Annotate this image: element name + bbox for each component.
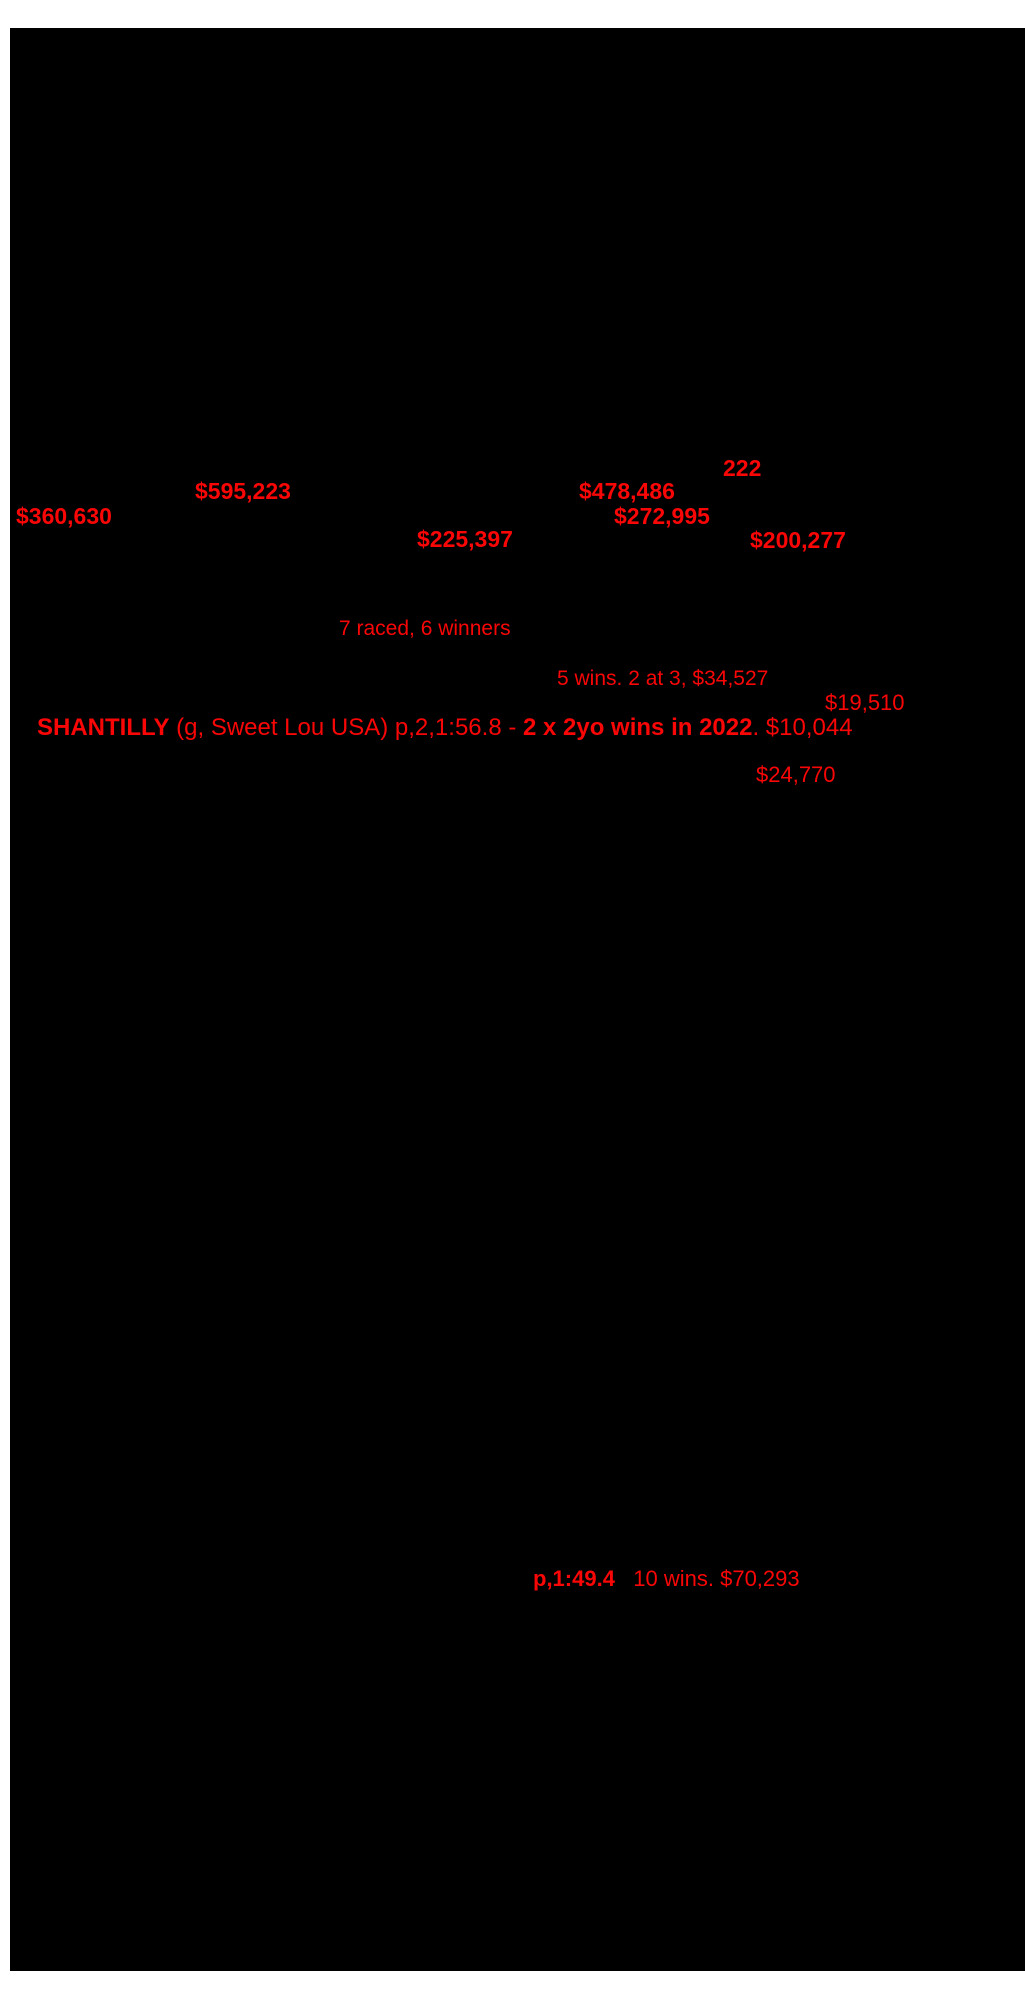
- race-record-70293-text: 10 wins. $70,293: [614, 1566, 800, 1591]
- race-record-70293: p,1:49.4 10 wins. $70,293: [533, 1567, 800, 1590]
- earnings-595223: $595,223: [195, 479, 291, 503]
- earnings-200277: $200,277: [750, 528, 846, 552]
- earnings-272995: $272,995: [614, 504, 710, 528]
- earnings-24770: $24,770: [756, 763, 836, 786]
- earnings-19510: $19,510: [825, 691, 905, 714]
- catalog-sheet: [10, 28, 1025, 1971]
- horse-line-shantilly-text: SHANTILLY: [37, 714, 170, 741]
- horse-line-shantilly: SHANTILLY (g, Sweet Lou USA) p,2,1:56.8 …: [37, 715, 853, 740]
- race-summary-34527-text: 5 wins. 2 at 3, $34,527: [557, 667, 769, 690]
- produce-summary: 7 raced, 6 winners: [339, 617, 511, 640]
- earnings-19510-text: $19,510: [825, 690, 905, 715]
- horse-line-shantilly-text: 2 x 2yo wins in 2022: [523, 714, 753, 741]
- earnings-360630-text: $360,630: [16, 503, 112, 529]
- race-record-70293-text: p,1:49.4: [533, 1566, 615, 1591]
- produce-summary-text: 7 raced, 6 winners: [339, 617, 511, 640]
- earnings-272995-text: $272,995: [614, 503, 710, 529]
- hip-number-text: 222: [723, 455, 762, 481]
- earnings-478486-text: $478,486: [579, 478, 675, 504]
- race-summary-34527: 5 wins. 2 at 3, $34,527: [557, 667, 769, 690]
- hip-number: 222: [723, 456, 761, 480]
- earnings-360630: $360,630: [16, 504, 112, 528]
- horse-line-shantilly-text: . $10,044: [752, 714, 853, 741]
- earnings-225397-text: $225,397: [417, 526, 513, 552]
- earnings-24770-text: $24,770: [756, 762, 836, 787]
- earnings-478486: $478,486: [579, 479, 675, 503]
- earnings-595223-text: $595,223: [195, 478, 291, 504]
- earnings-200277-text: $200,277: [750, 527, 846, 553]
- horse-line-shantilly-text: (g, Sweet Lou USA) p,2,1:56.8 -: [169, 714, 523, 741]
- earnings-225397: $225,397: [417, 527, 513, 551]
